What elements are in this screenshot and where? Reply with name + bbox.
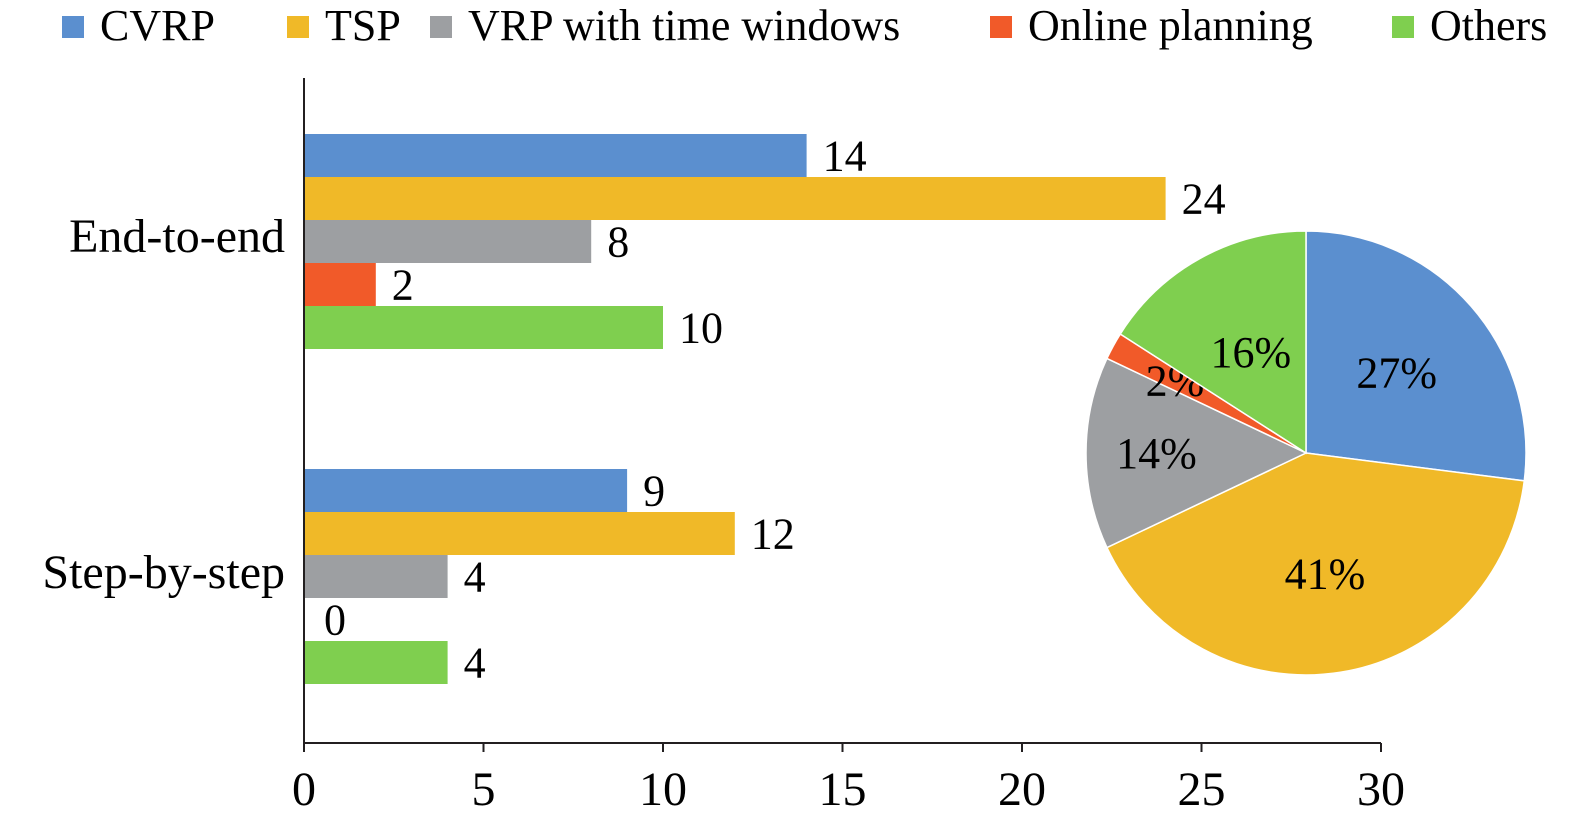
axes: 0 5 10 15 20 25 30: [292, 78, 1405, 816]
pie-slice-others: [1119, 230, 1307, 455]
legend-swatch-vrp-with-time-windows: [430, 16, 452, 38]
data-label-step-by-step-online-planning: 0: [324, 596, 346, 645]
pie-chart: 27%41%14%2%16%: [1085, 230, 1527, 676]
legend-label-others: Others: [1430, 1, 1547, 50]
legend-swatch-others: [1392, 16, 1414, 38]
pie-label-others: 16%: [1211, 328, 1292, 377]
category-label-end-to-end: End-to-end: [69, 210, 285, 263]
legend-label-cvrp: CVRP: [100, 1, 215, 50]
data-label-step-by-step-vrp-with-time-windows: 4: [464, 553, 486, 602]
pie-label-cvrp: 27%: [1356, 348, 1437, 397]
bar-step-by-step-tsp: [304, 512, 735, 555]
bar-end-to-end-tsp: [304, 177, 1166, 220]
bar-step-by-step-others: [304, 641, 448, 684]
data-label-end-to-end-cvrp: 14: [823, 132, 867, 181]
x-tick-label-5: 5: [472, 763, 496, 816]
x-tick-label-10: 10: [639, 763, 687, 816]
legend-label-tsp: TSP: [325, 1, 401, 50]
bar-step-by-step-vrp-with-time-windows: [304, 555, 448, 598]
data-label-end-to-end-vrp-with-time-windows: 8: [607, 218, 629, 267]
pie-slice-tsp: [1105, 452, 1526, 676]
x-tick-label-15: 15: [819, 763, 867, 816]
legend-swatch-online-planning: [990, 16, 1012, 38]
bar-end-to-end-online-planning: [304, 263, 376, 306]
pie-label-vrp-with-time-windows: 14%: [1116, 429, 1197, 478]
x-tick-label-20: 20: [998, 763, 1046, 816]
data-label-end-to-end-online-planning: 2: [392, 261, 414, 310]
data-label-end-to-end-others: 10: [679, 304, 723, 353]
x-tick-label-0: 0: [292, 763, 316, 816]
x-tick-label-30: 30: [1357, 763, 1405, 816]
legend-label-online-planning: Online planning: [1028, 1, 1313, 50]
pie-slice-vrp-with-time-windows: [1085, 357, 1308, 549]
bar-end-to-end-vrp-with-time-windows: [304, 220, 592, 263]
bar-end-to-end-others: [304, 306, 663, 349]
data-label-step-by-step-cvrp: 9: [643, 467, 665, 516]
legend-label-vrp-with-time-windows: VRP with time windows: [468, 1, 900, 50]
x-tick-label-25: 25: [1178, 763, 1226, 816]
legend: CVRP TSP VRP with time windows Online plann…: [62, 1, 1547, 50]
data-label-end-to-end-tsp: 24: [1182, 175, 1226, 224]
bar-chart: End-to-end 14 24 8 2 10 Step-by-step 9 12 4 0 4: [42, 132, 1225, 688]
data-label-step-by-step-tsp: 12: [751, 510, 795, 559]
bar-end-to-end-cvrp: [304, 134, 807, 177]
bar-step-by-step-cvrp: [304, 469, 628, 512]
pie-label-tsp: 41%: [1285, 550, 1366, 599]
pie-slice-cvrp: [1305, 230, 1527, 482]
data-label-step-by-step-others: 4: [464, 639, 486, 688]
category-label-step-by-step: Step-by-step: [42, 546, 285, 599]
legend-swatch-tsp: [287, 16, 309, 38]
legend-swatch-cvrp: [62, 16, 84, 38]
